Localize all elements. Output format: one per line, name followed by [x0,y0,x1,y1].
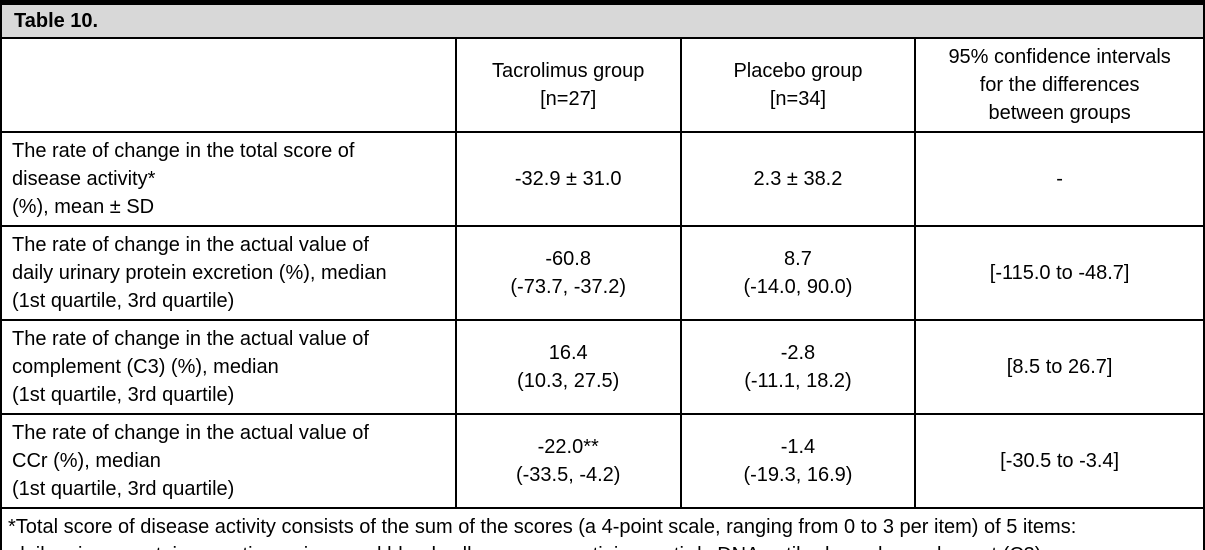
header-cell-confidence-intervals: 95% confidence intervals for the differe… [914,37,1205,133]
table-row-ccr: The rate of change in the actual value o… [0,413,1205,509]
header-cell-tacrolimus-group: Tacrolimus group [n=27] [454,37,682,133]
footnotes-text: *Total score of disease activity consist… [0,507,1205,550]
footnote-row: *Total score of disease activity consist… [0,507,1205,550]
row-label: The rate of change in the actual value o… [0,225,457,321]
table-row-disease-activity: The rate of change in the total score of… [0,131,1205,227]
row-label: The rate of change in the actual value o… [0,319,457,415]
tacrolimus-value: -32.9 ± 31.0 [454,131,682,227]
placebo-value: -2.8 (-11.1, 18.2) [679,319,917,415]
header-cell-placebo-group: Placebo group [n=34] [679,37,917,133]
ci-value: [-30.5 to -3.4] [914,413,1205,509]
table-row-complement-c3: The rate of change in the actual value o… [0,319,1205,415]
column-header-row: Tacrolimus group [n=27] Placebo group [n… [0,37,1205,133]
ci-value: [8.5 to 26.7] [914,319,1205,415]
placebo-value: -1.4 (-19.3, 16.9) [679,413,917,509]
tacrolimus-value: -22.0** (-33.5, -4.2) [454,413,682,509]
row-label: The rate of change in the total score of… [0,131,457,227]
table-title: Table 10. [0,0,1205,39]
tacrolimus-value: 16.4 (10.3, 27.5) [454,319,682,415]
placebo-value: 8.7 (-14.0, 90.0) [679,225,917,321]
ci-value: [-115.0 to -48.7] [914,225,1205,321]
row-label: The rate of change in the actual value o… [0,413,457,509]
ci-value: - [914,131,1205,227]
tacrolimus-value: -60.8 (-73.7, -37.2) [454,225,682,321]
table-title-bar: Table 10. [0,0,1205,39]
placebo-value: 2.3 ± 38.2 [679,131,917,227]
table-row-urinary-protein: The rate of change in the actual value o… [0,225,1205,321]
header-cell-empty [0,37,457,133]
